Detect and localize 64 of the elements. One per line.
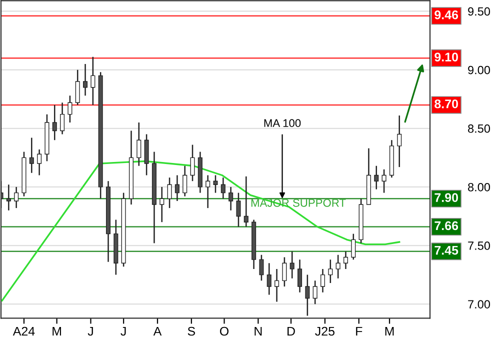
x-tick-label: A24	[12, 326, 35, 336]
ref-line-label: 7.45	[434, 246, 458, 255]
candlestick	[83, 63, 88, 96]
candlestick	[75, 69, 80, 106]
x-tick-label: M	[385, 326, 394, 336]
x-tick-label: F	[356, 326, 362, 336]
candlestick	[213, 174, 218, 194]
candlestick	[259, 254, 264, 282]
candlestick	[220, 176, 226, 200]
candlestick	[144, 134, 149, 176]
candlestick	[52, 104, 57, 141]
candlestick	[90, 56, 96, 106]
ref-line-label: 7.66	[434, 221, 458, 230]
candlestick	[182, 165, 188, 197]
candlestick	[298, 258, 302, 294]
candlestick	[68, 94, 72, 124]
x-tick-label: J25	[315, 326, 334, 336]
x-tick-label: J	[88, 326, 93, 336]
candlestick	[336, 254, 340, 279]
x-tick-label: D	[288, 326, 295, 336]
candlestick	[160, 186, 164, 223]
annotation: MA 100	[264, 119, 301, 128]
y-tick-label: 7.00	[468, 300, 490, 308]
candlestick	[228, 186, 234, 212]
y-tick-label: 8.50	[468, 124, 490, 133]
candlestick	[343, 250, 348, 270]
x-tick-label: J	[120, 326, 126, 336]
x-tick-label: A	[153, 326, 162, 336]
candlestick	[397, 114, 402, 168]
candlestick	[167, 176, 172, 209]
ref-line-label: 8.70	[434, 99, 458, 108]
candlestick	[37, 148, 42, 176]
ref-line-label: 9.10	[434, 52, 458, 62]
candlestick	[351, 233, 356, 260]
candlestick	[236, 192, 241, 228]
candlestick	[274, 268, 280, 302]
candlestick	[328, 258, 333, 284]
x-tick-label: O	[220, 326, 229, 336]
y-tick-label: 8.00	[468, 182, 490, 192]
candlestick	[14, 186, 19, 209]
x-tick-label: M	[52, 326, 61, 336]
candlestick	[136, 122, 142, 166]
candlestick	[290, 250, 294, 279]
candlestick	[29, 137, 34, 174]
x-tick-label: S	[188, 326, 196, 336]
candlestick	[312, 280, 318, 305]
candlestick	[382, 168, 386, 194]
ref-line-label: 9.46	[434, 10, 458, 20]
candlestick	[60, 102, 65, 135]
y-tick-label: 9.00	[468, 66, 490, 74]
candlestick	[282, 256, 287, 288]
ref-line-label: 7.90	[434, 193, 458, 202]
candlestick	[190, 144, 195, 182]
candlestick	[206, 174, 210, 209]
candlestick	[6, 184, 11, 212]
x-tick-label: N	[254, 326, 262, 336]
candlestick	[305, 274, 310, 316]
candlestick	[320, 268, 326, 294]
y-tick-label: 7.50	[468, 242, 490, 250]
candlestick	[244, 176, 248, 228]
candlestick	[266, 262, 272, 296]
candlestick	[374, 165, 379, 190]
candlestick	[174, 174, 180, 202]
y-tick-label: 9.50	[468, 7, 490, 16]
